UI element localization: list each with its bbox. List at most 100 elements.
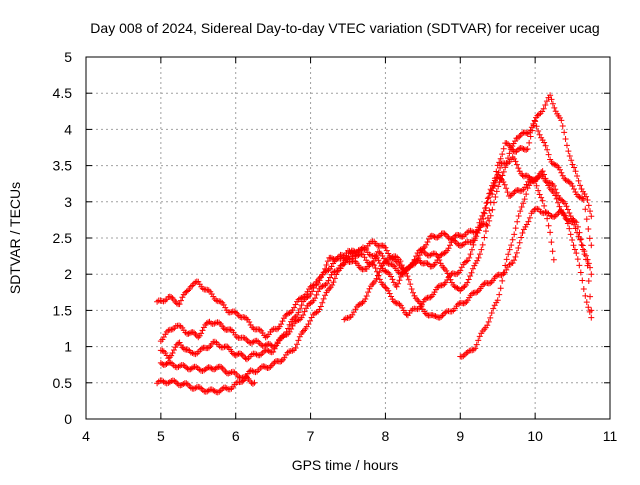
data-point [512,138,519,145]
data-point [187,384,194,391]
data-point [367,260,374,267]
data-point [552,108,559,115]
data-point [327,274,334,281]
data-point [588,307,595,314]
data-point [572,188,579,195]
axis-ticks: 4 5 6 7 8 9 10 11 0 0.5 1 1.5 2 2.5 3 3.5 4 4.5 5 [53,49,618,444]
data-point [298,302,305,309]
data-point [585,304,592,311]
data-point [496,159,503,166]
data-point [515,212,522,219]
x-tick-label: 4 [82,428,90,444]
data-point [369,281,376,288]
data-point [270,348,277,355]
data-point [198,330,205,337]
data-point [487,280,494,287]
data-point [571,221,578,228]
data-point [399,304,406,311]
data-point [395,269,402,276]
data-point [291,304,298,311]
data-point [160,334,167,341]
data-point [408,285,415,292]
data-point [566,179,573,186]
data-point [545,151,552,158]
data-point [479,212,486,219]
data-point [283,311,290,318]
data-point [581,191,588,198]
y-tick-label: 1.5 [53,302,73,318]
data-point [383,247,390,254]
data-point [343,256,350,263]
data-point [319,299,326,306]
y-tick-label: 2 [64,266,72,282]
data-point [559,210,566,217]
data-point [532,177,539,184]
data-point [585,226,592,233]
data-point [542,102,549,109]
data-point [485,318,492,325]
data-point [566,210,573,217]
data-point [454,270,461,277]
data-point [265,347,272,354]
data-point [499,151,506,158]
data-point [310,284,317,291]
data-point [497,155,504,162]
data-point [388,293,395,300]
data-point [513,161,520,168]
data-point [286,310,293,317]
data-point [358,245,365,252]
data-point [183,380,190,387]
data-point [569,237,576,244]
data-point [417,259,424,266]
data-point [213,297,220,304]
data-point [551,104,558,111]
data-point [506,150,513,157]
data-point [292,301,299,308]
data-point [464,279,471,286]
data-point [499,277,506,284]
data-point [495,183,502,190]
data-point [549,160,556,167]
data-point [334,267,341,274]
data-point [219,385,226,392]
x-tick-label: 6 [232,428,240,444]
data-point [227,326,234,333]
data-point [484,322,491,329]
data-point [473,341,480,348]
data-point [581,251,588,258]
data-point [571,164,578,171]
data-point [569,218,576,225]
data-point [487,186,494,193]
data-point [305,321,312,328]
data-point [395,280,402,287]
data-point [191,329,198,336]
data-point [571,246,578,253]
data-point [555,199,562,206]
data-point [319,271,326,278]
data-point [564,206,571,213]
data-point [451,283,458,290]
data-point [458,242,465,249]
data-point [497,285,504,292]
data-point [547,212,554,219]
data-point [168,294,175,301]
data-point [271,359,278,366]
data-point [283,328,290,335]
data-point [405,276,412,283]
data-point [296,333,303,340]
data-point [523,146,530,153]
data-point [199,327,206,334]
data-point [196,384,203,391]
data-point [418,302,425,309]
data-point [519,130,526,137]
y-tick-label: 3.5 [53,158,73,174]
data-point [549,248,556,255]
data-point [577,269,584,276]
data-point [196,281,203,288]
data-point [573,250,580,257]
data-point [176,339,183,346]
data-point [397,258,404,265]
data-point [285,325,292,332]
data-point [271,345,278,352]
data-point [471,262,478,269]
